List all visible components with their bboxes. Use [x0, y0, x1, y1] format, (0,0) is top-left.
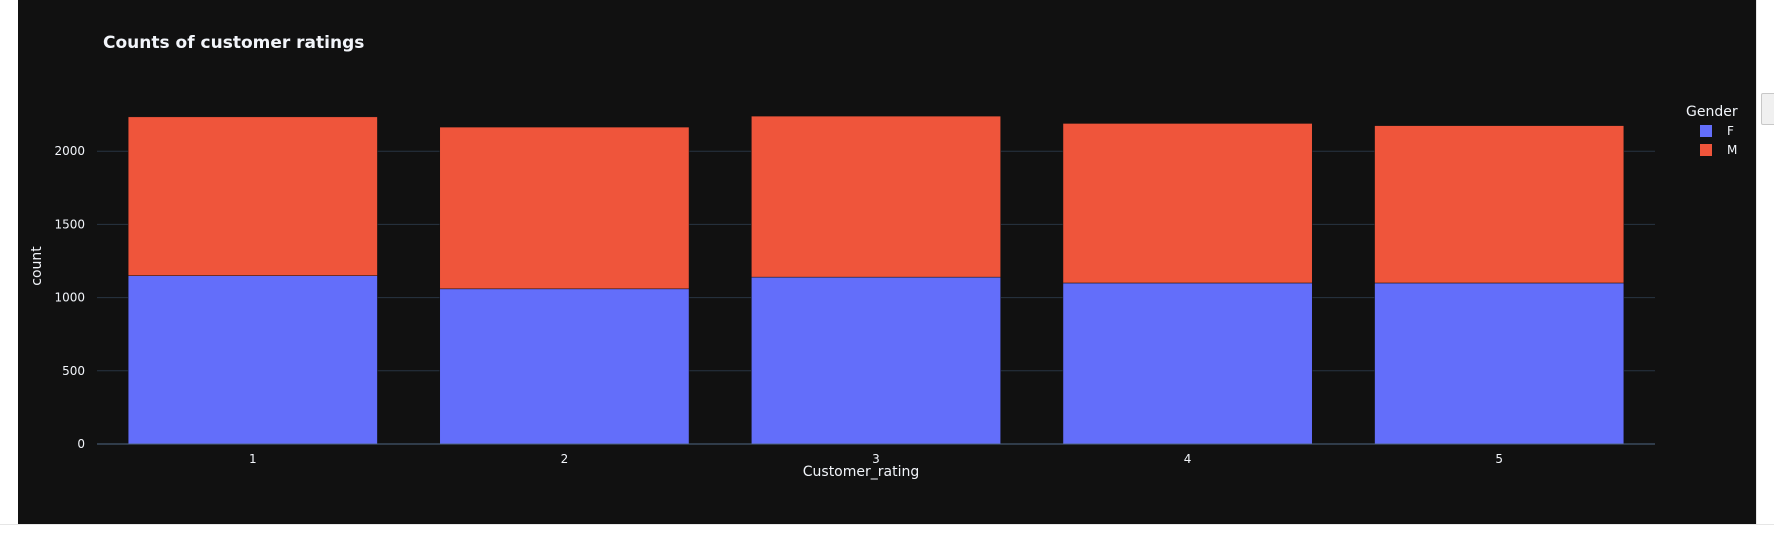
plot-panel: 0 500 1000 1500 2000 1 2 3 4 5 Counts of customer… [18, 0, 1756, 524]
bar-F-5[interactable] [1374, 282, 1625, 445]
x-axis-title: Customer_rating [803, 464, 919, 480]
x-tick-label: 3 [872, 452, 880, 466]
left-margin [0, 0, 19, 524]
bar-M-1[interactable] [127, 116, 378, 276]
bar-F-3[interactable] [751, 276, 1001, 445]
bar-M-3[interactable] [751, 115, 1001, 278]
legend-swatch-M[interactable] [1700, 144, 1712, 156]
x-tick-label: 5 [1495, 452, 1503, 466]
axes: 0 500 1000 1500 2000 1 2 3 4 5 [54, 144, 1655, 466]
bar-F-2[interactable] [439, 288, 690, 445]
scrollbar-thumb[interactable] [1761, 93, 1774, 125]
bars [127, 115, 1625, 445]
bar-F-4[interactable] [1062, 282, 1313, 445]
bar-M-4[interactable] [1062, 123, 1313, 284]
bar-M-5[interactable] [1374, 125, 1625, 284]
stacked-bar-chart: 0 500 1000 1500 2000 1 2 3 4 5 Counts of customer… [29, 33, 1738, 480]
legend-title: Gender [1686, 104, 1738, 120]
y-tick-label: 0 [77, 437, 85, 451]
chart-title: Counts of customer ratings [103, 33, 364, 53]
x-tick-label: 4 [1184, 452, 1192, 466]
legend-label-F[interactable]: F [1727, 124, 1734, 138]
y-tick-label: 2000 [54, 144, 85, 158]
legend-items: FM [1700, 124, 1737, 157]
y-tick-label: 1500 [54, 217, 85, 231]
bar-F-1[interactable] [127, 275, 378, 445]
legend-swatch-F[interactable] [1700, 125, 1712, 137]
legend: Gender FM [1686, 104, 1738, 157]
bottom-margin [0, 524, 1774, 537]
legend-label-M[interactable]: M [1727, 143, 1737, 157]
vertical-scrollbar[interactable] [1756, 0, 1774, 524]
bar-M-2[interactable] [439, 126, 690, 290]
y-tick-label: 500 [62, 364, 85, 378]
y-tick-label: 1000 [54, 291, 85, 305]
y-axis-title: count [29, 246, 45, 286]
x-tick-label: 2 [561, 452, 569, 466]
x-tick-label: 1 [249, 452, 257, 466]
